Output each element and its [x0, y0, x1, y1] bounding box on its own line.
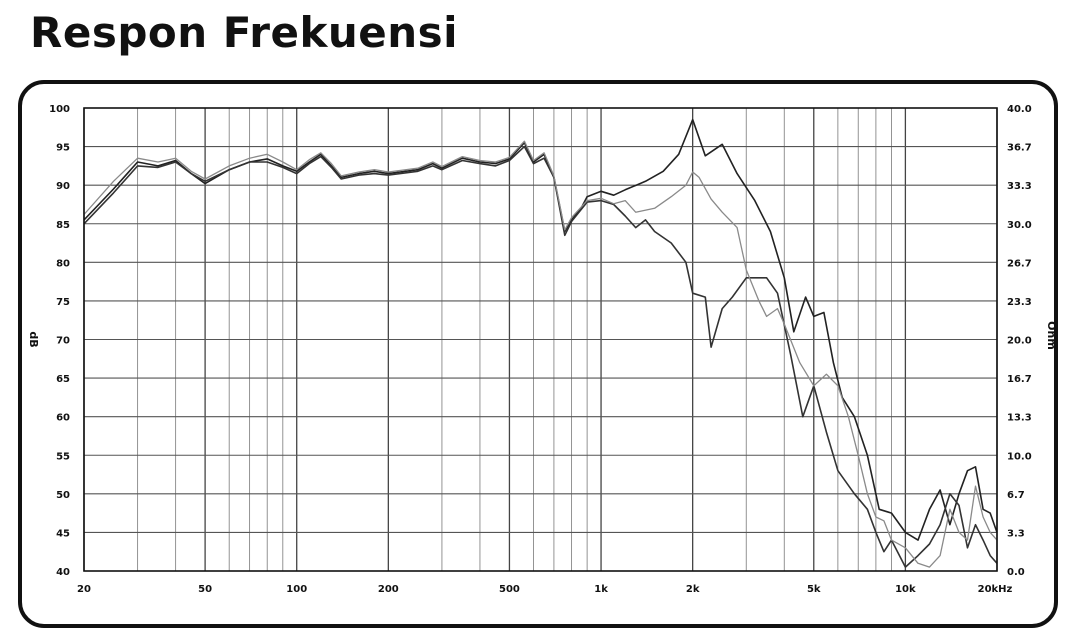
y-right-tick-label: 23.3: [1007, 297, 1032, 308]
series-line-1: [83, 118, 998, 541]
y-tick-labels-left: 100 95 90 85 80 75 70 65 60 55 50 45 40: [49, 104, 70, 578]
x-tick-label: 200: [378, 584, 399, 595]
y-right-tick-label: 0.0: [1007, 567, 1025, 578]
chart-title: Respon Frekuensi: [30, 8, 459, 57]
y-tick-label: 80: [56, 258, 70, 269]
y-tick-label: 60: [56, 413, 70, 424]
y-tick-label: 70: [56, 336, 70, 347]
y-right-tick-label: 3.3: [1007, 528, 1025, 539]
series-line-3: [83, 140, 998, 568]
y-tick-label: 45: [56, 528, 70, 539]
chart-frame: [18, 80, 1058, 628]
y-right-tick-label: 33.3: [1007, 181, 1032, 192]
y-right-tick-label: 13.3: [1007, 413, 1032, 424]
y-right-tick-label: 36.7: [1007, 143, 1032, 154]
y-right-tick-label: 10.0: [1007, 451, 1032, 462]
x-tick-label: 20: [77, 584, 91, 595]
y-tick-label: 90: [56, 181, 70, 192]
x-tick-label: 100: [286, 584, 307, 595]
series-lines: [83, 118, 998, 568]
y-axis-label-right: Ohm: [1045, 321, 1058, 350]
x-tick-label: 500: [499, 584, 520, 595]
x-tick-label: 2k: [686, 584, 700, 595]
x-tick-labels: 20 50 100 200 500 1k 2k 5k 10k 20kHz: [77, 584, 1013, 595]
y-tick-label: 55: [56, 451, 70, 462]
plot-border: [83, 107, 998, 572]
y-tick-label: 85: [56, 220, 70, 231]
y-right-tick-label: 20.0: [1007, 336, 1032, 347]
y-tick-label: 100: [49, 104, 70, 115]
y-axis-label-left: dB: [27, 331, 40, 347]
x-tick-label: 5k: [807, 584, 821, 595]
x-tick-label: 50: [198, 584, 212, 595]
y-tick-label: 75: [56, 297, 70, 308]
x-tick-label: 20kHz: [978, 584, 1013, 595]
y-tick-labels-right: 40.0 36.7 33.3 30.0 26.7 23.3 20.0 16.7 13.3 10.0…: [1007, 104, 1032, 578]
y-tick-label: 50: [56, 490, 70, 501]
y-right-tick-label: 40.0: [1007, 104, 1032, 115]
y-tick-label: 65: [56, 374, 70, 385]
series-line-2: [83, 145, 998, 568]
y-right-tick-label: 26.7: [1007, 258, 1032, 269]
y-tick-label: 95: [56, 143, 70, 154]
x-tick-label: 1k: [594, 584, 608, 595]
y-right-tick-label: 6.7: [1007, 490, 1025, 501]
y-right-tick-label: 30.0: [1007, 220, 1032, 231]
x-tick-label: 10k: [895, 584, 916, 595]
y-tick-label: 40: [56, 567, 70, 578]
y-right-tick-label: 16.7: [1007, 374, 1032, 385]
